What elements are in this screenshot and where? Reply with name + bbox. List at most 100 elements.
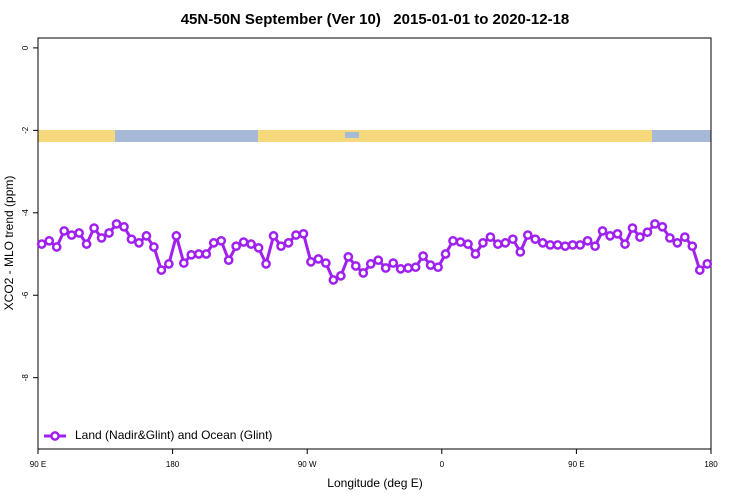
data-point <box>485 232 496 242</box>
data-point <box>276 241 286 252</box>
data-point <box>306 256 316 267</box>
data-point <box>231 241 242 252</box>
data-point <box>620 239 630 249</box>
data-point <box>567 240 578 250</box>
data-point <box>537 238 548 248</box>
data-point <box>650 219 660 229</box>
data-point <box>365 259 376 269</box>
legend-marker <box>50 431 60 441</box>
data-point <box>246 239 256 249</box>
data-point <box>104 228 114 238</box>
data-point <box>582 235 593 246</box>
data-point <box>81 239 92 249</box>
data-point <box>89 223 99 233</box>
y-tick-label: -6 <box>21 291 30 299</box>
x-tick-label: 0 <box>440 460 445 469</box>
data-point <box>425 260 436 270</box>
data-point <box>702 259 713 269</box>
data-point <box>36 239 47 249</box>
data-point <box>261 259 271 269</box>
data-point <box>208 238 219 248</box>
data-point <box>171 231 182 241</box>
data-point <box>418 251 428 261</box>
data-point <box>358 268 369 278</box>
data-point <box>642 227 653 238</box>
y-tick-label: 0 <box>21 45 30 50</box>
x-tick-label: 180 <box>166 460 180 469</box>
data-point <box>149 242 159 252</box>
data-point <box>433 262 443 273</box>
data-point <box>612 228 623 239</box>
data-point <box>507 234 518 245</box>
x-tick-label: 180 <box>704 460 718 469</box>
data-point <box>66 230 77 240</box>
data-point <box>448 235 458 246</box>
data-point <box>343 252 354 262</box>
data-point <box>74 228 84 238</box>
y-tick-label: -8 <box>21 374 30 382</box>
data-point <box>156 265 167 275</box>
chart-title: 45N-50N September (Ver 10) 2015-01-01 to… <box>181 11 570 28</box>
data-point <box>253 242 264 253</box>
data-point <box>96 233 107 243</box>
data-point <box>313 254 324 264</box>
data-point <box>522 230 533 240</box>
data-point <box>560 241 571 252</box>
data-point <box>141 231 152 241</box>
data-point <box>545 240 556 250</box>
data-point <box>186 249 197 260</box>
data-point <box>350 261 361 271</box>
data-point <box>216 235 227 246</box>
data-point <box>470 249 481 259</box>
data-point <box>178 258 189 268</box>
data-point <box>380 263 391 273</box>
data-point <box>388 258 399 268</box>
data-point <box>403 263 413 273</box>
data-point <box>635 232 645 242</box>
data-point <box>515 247 526 257</box>
x-axis-label: Longitude (deg E) <box>327 476 422 490</box>
data-point <box>597 226 608 236</box>
data-point <box>687 241 698 252</box>
data-point <box>283 238 294 248</box>
data-point <box>530 234 541 245</box>
data-point <box>119 221 129 232</box>
data-point <box>59 226 70 236</box>
data-point <box>336 271 346 281</box>
data-point <box>679 232 690 242</box>
data-point <box>665 233 675 243</box>
data-point <box>164 259 174 269</box>
data-point <box>238 237 249 247</box>
data-point <box>126 234 137 245</box>
data-point <box>500 238 511 248</box>
data-point <box>111 219 122 229</box>
data-point <box>328 275 339 285</box>
data-point <box>478 238 488 248</box>
data-point <box>672 238 683 248</box>
data-point <box>410 262 421 273</box>
data-point <box>134 238 144 248</box>
y-tick-label: -4 <box>21 209 30 217</box>
y-axis-label: XCO2 - MLO trend (ppm) <box>2 176 16 311</box>
data-point <box>694 265 705 275</box>
y-tick-label: -2 <box>21 126 30 134</box>
data-point <box>51 242 62 252</box>
data-point <box>44 235 55 246</box>
data-point <box>552 240 563 250</box>
data-point <box>395 264 406 274</box>
data-point <box>373 255 384 266</box>
data-point <box>298 228 309 239</box>
data-point <box>575 240 585 250</box>
data-point <box>455 237 466 247</box>
data-point <box>590 241 600 252</box>
data-point <box>627 223 638 233</box>
legend-label: Land (Nadir&Glint) and Ocean (Glint) <box>75 428 272 442</box>
data-point <box>223 255 234 266</box>
data-point <box>201 249 212 259</box>
x-tick-label: 90 E <box>568 460 584 469</box>
data-point <box>440 249 451 259</box>
data-point <box>268 231 279 241</box>
data-point <box>493 239 503 249</box>
data-point <box>657 221 668 232</box>
